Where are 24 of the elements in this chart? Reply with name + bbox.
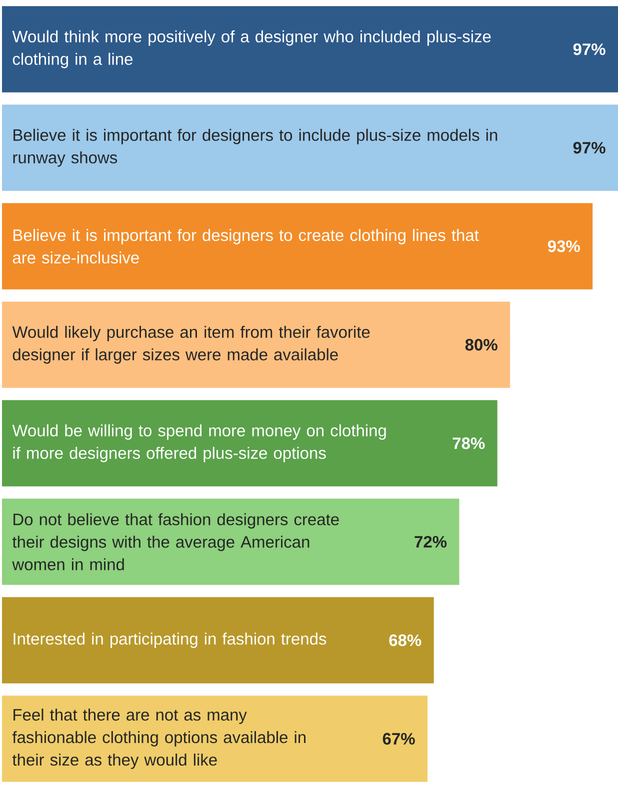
y-tick-label: Believe it is important for designers to create clothing lines that are size-inclusive [12, 228, 479, 264]
data-label: 68% [389, 634, 422, 646]
y-tick-label: Feel that there are not as many fashionable clothing options available in their size as they would like [12, 708, 306, 769]
bar [2, 498, 460, 585]
bar [2, 302, 510, 388]
data-label: 93% [548, 240, 580, 252]
data-label: 97% [573, 142, 606, 154]
y-tick-label: Do not believe that fashion designers create their designs with the average American women in mind [12, 513, 339, 570]
bar [2, 6, 618, 92]
bar [2, 203, 593, 290]
bar [2, 400, 498, 486]
y-tick-label: Interested in participating in fashion trends [14, 632, 326, 648]
bar [2, 104, 618, 191]
bar [2, 696, 428, 782]
data-label: 72% [414, 536, 447, 548]
data-label: 97% [573, 43, 606, 56]
data-label: 67% [382, 732, 415, 745]
y-tick-label: Would be willing to spend more money on clothing if more designers offered plus-size options [12, 424, 386, 462]
y-tick-label: Would likely purchase an item from their favorite designer if larger sizes were made available [12, 326, 370, 364]
data-label: 80% [465, 338, 498, 351]
bar [2, 597, 434, 684]
data-label: 78% [452, 437, 485, 450]
y-tick-label: Would think more positively of a designer who included plus-size clothing in a line [12, 30, 491, 68]
y-tick-label: Believe it is important for designers to include plus-size models in runway shows [13, 128, 498, 167]
